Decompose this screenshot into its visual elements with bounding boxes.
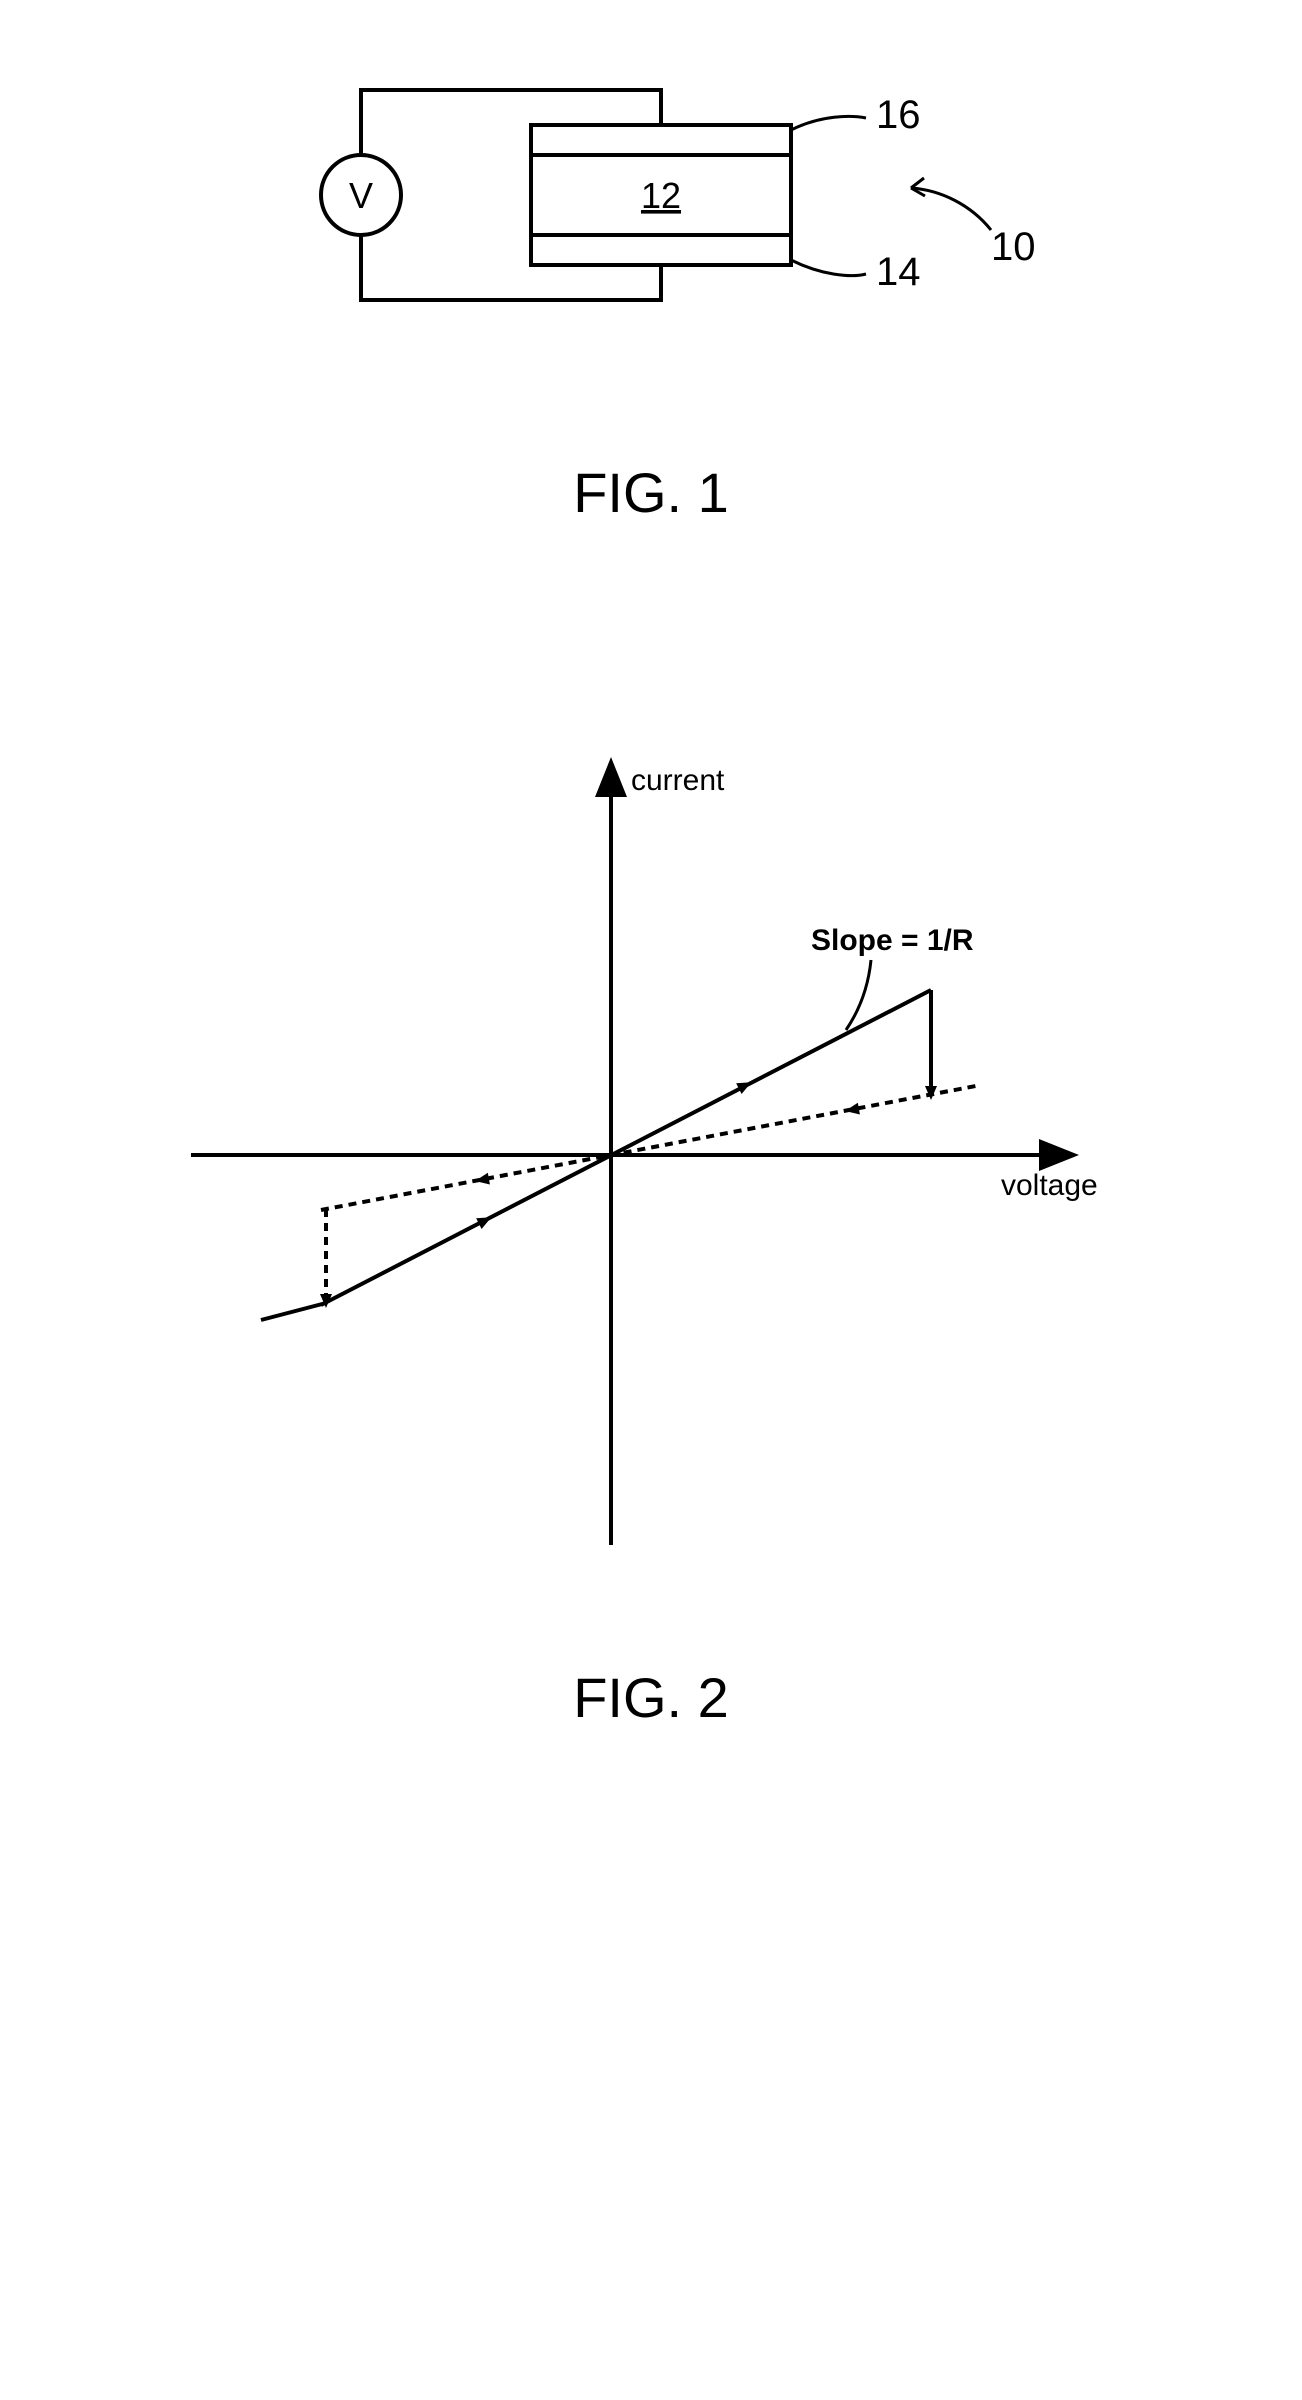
solid-iv-tail bbox=[261, 1303, 326, 1320]
solid-iv-line bbox=[321, 990, 931, 1305]
figure-1: V 12 16 14 10 FIG. 1 bbox=[201, 40, 1101, 525]
slope-label: Slope = 1/R bbox=[811, 924, 974, 957]
callout-16-line bbox=[791, 116, 866, 130]
fig1-caption: FIG. 1 bbox=[573, 460, 729, 525]
y-axis-label: current bbox=[631, 764, 725, 797]
figure-2: current voltage bbox=[151, 705, 1151, 1730]
fig2-svg: current voltage bbox=[151, 705, 1151, 1605]
x-axis-label: voltage bbox=[1001, 1169, 1098, 1202]
center-layer-label: 12 bbox=[641, 175, 681, 216]
voltage-source-label: V bbox=[349, 175, 373, 216]
transition-right-arrowhead bbox=[925, 1086, 937, 1100]
callout-14-line bbox=[791, 260, 866, 276]
fig1-svg: V 12 16 14 10 bbox=[201, 40, 1101, 400]
ref-16: 16 bbox=[876, 93, 921, 137]
slope-callout-line bbox=[846, 960, 871, 1030]
fig2-caption: FIG. 2 bbox=[573, 1665, 729, 1730]
solid-arrow-2 bbox=[476, 1212, 494, 1229]
ref-14: 14 bbox=[876, 250, 921, 294]
dashed-iv-line bbox=[321, 1085, 981, 1210]
ref-10: 10 bbox=[991, 225, 1036, 269]
callout-10-arrowhead bbox=[911, 178, 925, 196]
